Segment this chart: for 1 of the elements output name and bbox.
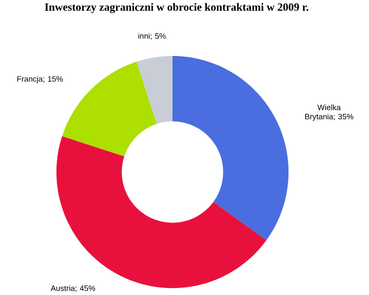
chart-title: Inwestorzy zagraniczni w obrocie kontraktami w 2009 r. [44, 3, 308, 14]
